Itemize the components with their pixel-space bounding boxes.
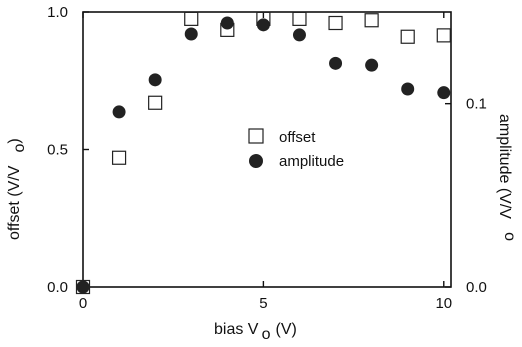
amplitude-point: [401, 82, 415, 96]
right-y-axis-label-subscript: o: [501, 232, 518, 241]
amplitude-point: [184, 27, 198, 41]
offset-point: [328, 15, 343, 31]
x-tick-label: 10: [435, 295, 452, 312]
amplitude-point: [76, 280, 90, 294]
offset-point: [148, 95, 163, 110]
amplitude-point: [220, 16, 234, 30]
amplitude-point: [256, 18, 270, 32]
legend-marker-amplitude: [249, 154, 263, 168]
left-y-tick-label: 1.0: [47, 4, 68, 21]
legend: offset amplitude: [248, 128, 344, 170]
left-y-axis-label: offset (V/Vo): [6, 138, 28, 240]
left-y-axis-label-subscript: o: [11, 143, 28, 152]
right-y-tick-label: 0.1: [466, 96, 487, 113]
legend-label-offset: offset: [279, 129, 316, 146]
offset-point: [436, 28, 451, 43]
right-y-axis-label: amplitude (V/Vo: [496, 114, 518, 241]
left-y-tick-label: 0.0: [47, 279, 68, 296]
legend-label-amplitude: amplitude: [279, 153, 344, 170]
offset-point: [111, 150, 127, 165]
right-y-tick-label: 0.0: [466, 279, 487, 296]
plot-frame: [82, 11, 452, 288]
tick-labels: 0 5 10 0.0 0.5 1.0 0.0 0.1: [47, 4, 487, 312]
amplitude-point: [292, 28, 306, 42]
offset-point: [184, 11, 199, 26]
offset-point: [364, 13, 379, 28]
ticks: [82, 11, 451, 288]
left-y-tick-label: 0.5: [47, 142, 68, 159]
amplitude-point: [112, 105, 126, 119]
x-axis-label-subscript: o: [262, 326, 271, 343]
data-marks: [75, 11, 451, 295]
amplitude-point: [365, 58, 379, 72]
x-tick-label: 5: [259, 295, 267, 312]
amplitude-point: [437, 86, 451, 100]
offset-point: [292, 11, 307, 26]
legend-marker-offset: [248, 128, 264, 144]
amplitude-point: [329, 56, 343, 70]
amplitude-point: [148, 73, 162, 87]
offset-point: [400, 29, 415, 44]
x-tick-label: 0: [79, 295, 87, 312]
